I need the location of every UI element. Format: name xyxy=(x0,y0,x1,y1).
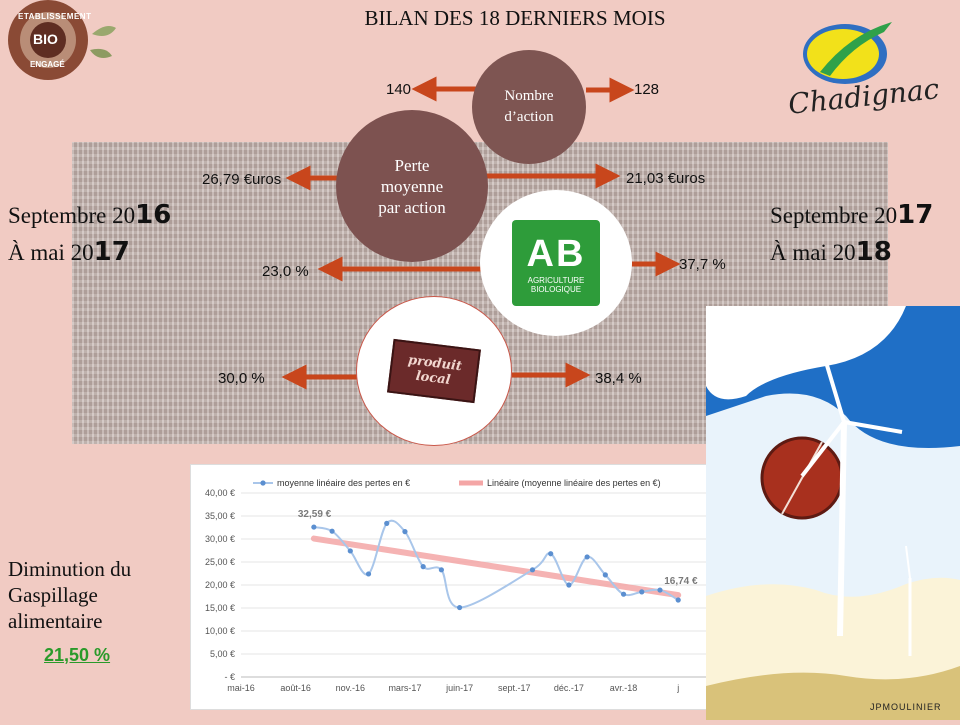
actions-label-1: Nombre xyxy=(504,88,554,104)
series-point xyxy=(602,572,608,578)
y-tick-label: 40,00 € xyxy=(205,488,235,498)
actions-circle: Nombre d’action xyxy=(472,50,586,164)
x-tick-label: j xyxy=(676,683,679,693)
series-point xyxy=(639,589,645,595)
y-tick-label: 20,00 € xyxy=(205,580,235,590)
y-tick-label: 35,00 € xyxy=(205,511,235,521)
actions-before: 140 xyxy=(386,81,412,98)
summary-line1: Diminution du xyxy=(8,557,132,581)
legend-marker-series xyxy=(260,480,266,486)
bio-engage-badge: BIO ETABLISSEMENT ENGAGÉ xyxy=(0,0,122,80)
loss-chart: 40,00 € 35,00 € 30,00 € 25,00 € 20,00 € 15,00… xyxy=(190,464,745,710)
series-point xyxy=(402,529,408,535)
loss-circle: Perte moyenne par action xyxy=(336,110,488,262)
x-tick-label: juin-17 xyxy=(445,683,473,693)
series-point xyxy=(347,548,353,554)
left-period-year2: 17 xyxy=(93,237,130,267)
ab-circle: AB AGRICULTURE BIOLOGIQUE xyxy=(480,190,632,336)
ab-logo-line1: AGRICULTURE xyxy=(527,275,585,285)
loss-label-2: moyenne xyxy=(380,176,444,196)
series-point xyxy=(620,591,627,597)
series-point xyxy=(529,567,536,573)
loss-before: 26,79 €uros xyxy=(202,171,282,188)
badge-bottom-text: ENGAGÉ xyxy=(30,60,65,69)
actions-after: 128 xyxy=(634,81,660,98)
actions-label-2: d’action xyxy=(504,109,554,125)
series-point xyxy=(657,587,663,593)
loss-chart-svg: 40,00 € 35,00 € 30,00 € 25,00 € 20,00 € 15,00… xyxy=(205,478,711,693)
summary-value: 21,50 % xyxy=(44,645,111,665)
legend-label-series: moyenne linéaire des pertes en € xyxy=(277,478,410,488)
ab-logo-line2: BIOLOGIQUE xyxy=(530,284,582,294)
left-period-year1: 16 xyxy=(135,200,172,230)
x-tick-label: nov.-16 xyxy=(336,683,365,693)
x-tick-label: août-16 xyxy=(280,683,311,693)
badge-center-text: BIO xyxy=(33,31,58,47)
series-point xyxy=(548,551,554,557)
page-title: BILAN DES 18 DERNIERS MOIS xyxy=(364,6,666,30)
y-tick-label: 15,00 € xyxy=(205,603,235,613)
bio-before: 23,0 % xyxy=(262,263,309,280)
ab-logo-letters: AB xyxy=(526,232,586,275)
loss-label-3: par action xyxy=(378,197,446,217)
left-period-line2: À mai 20 xyxy=(8,240,94,265)
series-point xyxy=(420,564,426,570)
right-period-line2: À mai 20 xyxy=(770,240,856,265)
badge-top-text: ETABLISSEMENT xyxy=(18,12,92,21)
arrows-layer xyxy=(281,76,681,390)
x-tick-label: déc.-17 xyxy=(554,683,584,693)
y-tick-label: 10,00 € xyxy=(205,626,235,636)
series-point xyxy=(584,554,590,560)
y-tick-label: 25,00 € xyxy=(205,557,235,567)
summary-line2: Gaspillage xyxy=(8,583,98,607)
local-sign-line2: local xyxy=(414,368,452,389)
chadignac-logo: Chadignac xyxy=(780,14,950,124)
series-point xyxy=(566,582,572,588)
loss-label-1: Perte xyxy=(394,155,430,175)
wind-turbine-picture: JPMOULINIER xyxy=(706,306,960,720)
local-after: 38,4 % xyxy=(595,370,642,387)
x-tick-label: avr.-18 xyxy=(610,683,638,693)
series-point xyxy=(438,567,444,573)
x-tick-label: mai-16 xyxy=(227,683,255,693)
series-point xyxy=(329,528,335,534)
right-period-year2: 18 xyxy=(855,237,892,267)
bio-after: 37,7 % xyxy=(679,256,726,273)
summary-line3: alimentaire xyxy=(8,609,103,633)
legend-label-trend: Linéaire (moyenne linéaire des pertes en… xyxy=(487,478,661,488)
y-tick-label: 30,00 € xyxy=(205,534,235,544)
local-sign: produit local xyxy=(387,338,481,404)
right-period-line1: Septembre 20 xyxy=(770,203,898,228)
ab-logo: AB AGRICULTURE BIOLOGIQUE xyxy=(512,220,600,306)
loss-after: 21,03 €uros xyxy=(626,170,706,187)
series-point xyxy=(311,524,317,530)
data-label-first: 32,59 € xyxy=(298,509,332,520)
y-tick-label: - € xyxy=(224,672,235,682)
series-point xyxy=(384,520,390,526)
series-point xyxy=(365,571,372,577)
local-before: 30,0 % xyxy=(218,370,265,387)
left-period: Septembre 2016 À mai 2017 xyxy=(8,197,171,271)
series-point xyxy=(457,604,463,611)
series-point xyxy=(675,597,681,603)
summary-text: Diminution du Gaspillage alimentaire xyxy=(8,556,131,634)
left-period-line1: Septembre 20 xyxy=(8,203,136,228)
signature: JPMOULINIER xyxy=(870,702,942,712)
x-tick-label: sept.-17 xyxy=(498,683,531,693)
data-label-last: 16,74 € xyxy=(664,576,698,587)
y-tick-label: 5,00 € xyxy=(210,649,235,659)
right-period-year1: 17 xyxy=(897,200,934,230)
x-tick-label: mars-17 xyxy=(388,683,421,693)
local-circle: produit local xyxy=(356,296,512,446)
right-period: Septembre 2017 À mai 2018 xyxy=(770,197,933,271)
trend-line xyxy=(310,535,682,599)
